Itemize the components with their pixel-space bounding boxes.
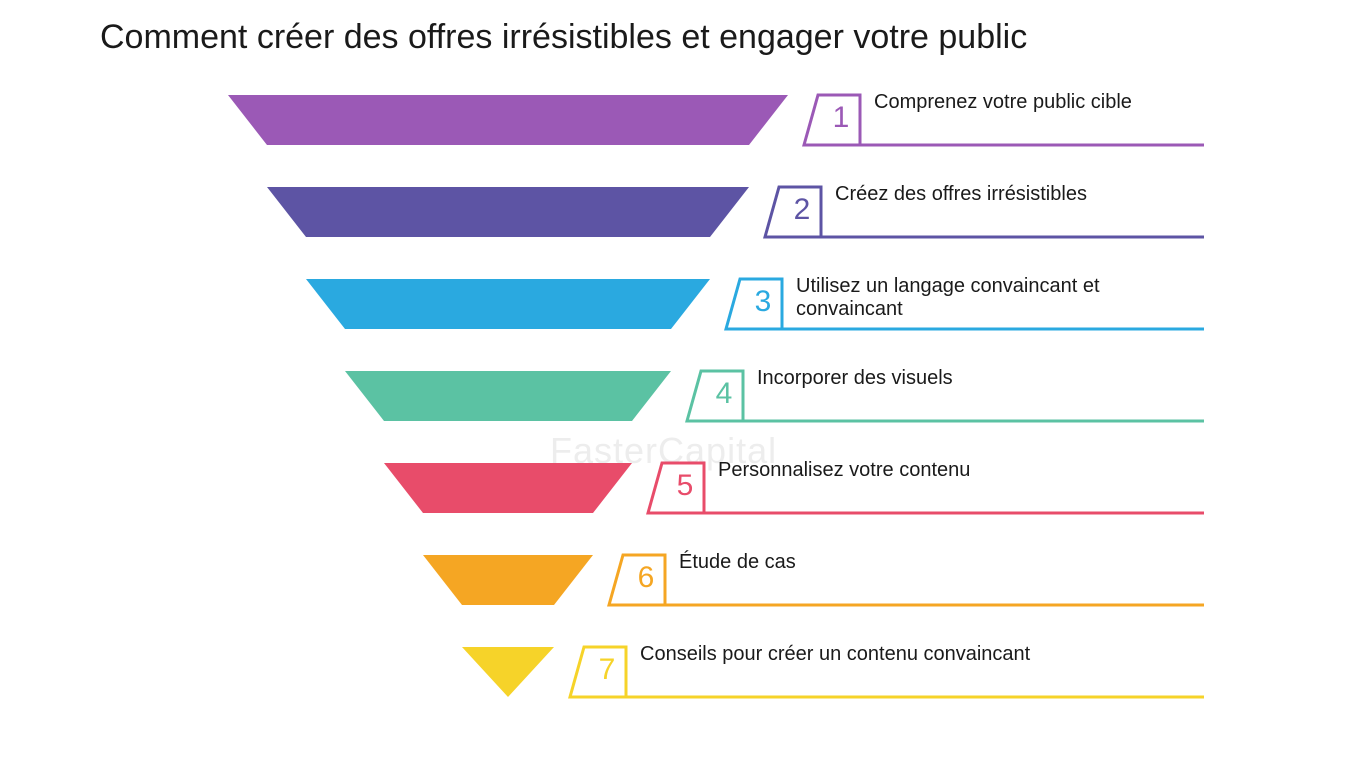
step-label-5: Personnalisez votre contenu <box>718 459 1204 482</box>
funnel-segment-5 <box>384 463 632 513</box>
infographic-canvas: Comment créer des offres irrésistibles e… <box>0 0 1350 769</box>
step-number-1: 1 <box>824 101 858 135</box>
funnel-segment-4 <box>345 371 671 421</box>
funnel-segment-1 <box>228 95 788 145</box>
step-label-7: Conseils pour créer un contenu convainca… <box>640 643 1204 666</box>
funnel-segment-6 <box>423 555 593 605</box>
funnel-segment-3 <box>306 279 710 329</box>
step-number-2: 2 <box>785 193 819 227</box>
step-number-7: 7 <box>590 653 624 687</box>
step-number-3: 3 <box>746 285 780 319</box>
funnel-segment-2 <box>267 187 749 237</box>
step-label-2: Créez des offres irrésistibles <box>835 183 1204 206</box>
funnel-segment-7 <box>462 647 554 697</box>
step-number-4: 4 <box>707 377 741 411</box>
step-label-1: Comprenez votre public cible <box>874 91 1204 114</box>
step-label-4: Incorporer des visuels <box>757 367 1204 390</box>
step-label-3: Utilisez un langage convaincant et conva… <box>796 275 1204 321</box>
step-label-6: Étude de cas <box>679 551 1204 574</box>
step-number-6: 6 <box>629 561 663 595</box>
step-number-5: 5 <box>668 469 702 503</box>
